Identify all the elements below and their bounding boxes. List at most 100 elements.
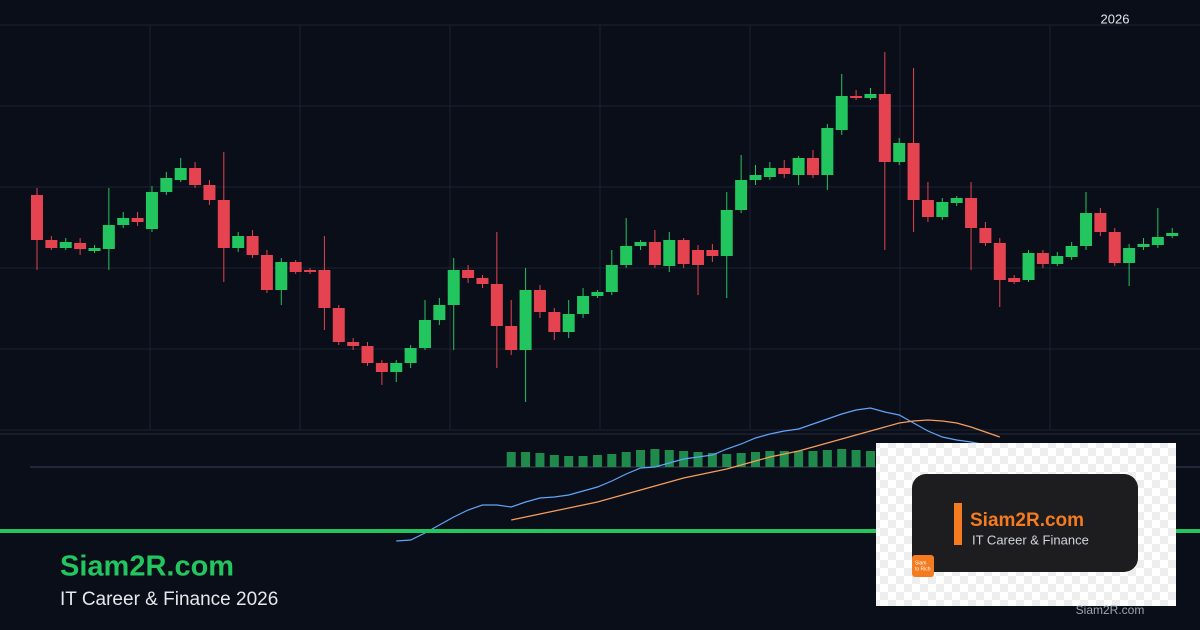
candle-body [907,143,920,200]
candle-body [548,312,561,332]
candle-body [850,96,863,98]
histogram-bar [636,450,646,467]
candle-body [950,198,963,203]
histogram-bar [736,453,746,467]
candle-body [361,346,374,363]
watermark: Siam2R.com [1076,603,1145,617]
candle-body [1051,256,1064,264]
candle-body [174,168,187,180]
histogram-bar [808,451,818,467]
candle-body [692,250,705,265]
candle-body [74,243,87,249]
candle-body [117,218,130,225]
candle-body [318,270,331,308]
histogram-bar [693,452,703,467]
candle-body [936,202,949,217]
histogram-bar [506,452,516,467]
candle-body [979,228,992,243]
candle-body [1008,278,1021,282]
candle-body [533,290,546,312]
candle-body [145,192,158,229]
green-band [0,529,1200,533]
candle-body [620,246,633,265]
plot [0,24,1200,542]
overlay: Siam2R.com IT Career & Finance Siam to R… [876,443,1176,617]
candle-body [677,240,690,264]
candle-body [1137,244,1150,247]
candle-body [706,250,719,256]
histogram-bar [865,451,875,467]
candle-body [232,236,245,248]
histogram-bar [549,455,559,467]
candle-body [375,363,388,372]
candle-body [88,248,101,251]
histogram-bar [779,451,789,467]
candle-body [1036,253,1049,264]
candle-body [778,168,791,174]
histogram-bar [664,450,674,467]
candle-body [806,158,819,175]
candle-body [490,284,503,326]
candle-body [390,363,403,372]
candle-body [45,240,58,248]
candle-body [1123,248,1136,263]
candle-body [160,178,173,192]
year-label: 2026 [1101,11,1130,26]
candle-body [447,270,460,305]
macd-line [511,419,1000,521]
footer-title: Siam2R.com [60,551,234,583]
candle-body [577,296,590,314]
overlay-title: Siam2R.com [970,510,1084,531]
logo-text: to Rich [915,566,931,572]
candle-body [203,185,216,200]
histogram-bar [837,449,847,467]
vertical-grid [149,25,1051,430]
histogram-bar [765,451,775,467]
histogram-bar [535,453,545,467]
histogram-bar [650,449,660,467]
histogram-bar [794,451,804,467]
histogram-bar [707,453,717,467]
candle-body [275,262,288,290]
histogram-bar [564,456,574,467]
histogram-bar [607,454,617,467]
candle-body [835,96,848,130]
candle-body [634,242,647,246]
candle-body [59,242,72,248]
candle-body [462,270,475,278]
histogram-bar [851,450,861,467]
candle-body [1080,213,1093,246]
candle-body [347,342,360,346]
histogram-bar [722,454,732,467]
candle-body [720,210,733,256]
candle-body [893,143,906,162]
candle-body [1108,232,1121,263]
histogram-bar [592,455,602,467]
candle-body [246,236,259,255]
candle-body [591,292,604,296]
logo-text: Siam [915,560,926,566]
candle-body [1094,213,1107,232]
candle-body [821,128,834,175]
histogram-bar [822,450,832,467]
candle-body [404,348,417,363]
candle-body [102,225,115,249]
candle-body [131,218,144,222]
overlay-accent [954,503,962,545]
candle-body [965,198,978,228]
candle-body [749,175,762,180]
histogram-bar [521,452,531,467]
candle-body [648,242,661,265]
candle-body [304,270,317,272]
candle-body [921,200,934,217]
histogram-bar [578,456,588,467]
candle-body [605,265,618,292]
candle-body [519,290,532,350]
logo [912,555,934,577]
candle-body [433,305,446,320]
candle-body [562,314,575,332]
candle-body [1065,246,1078,257]
candle-body [1022,253,1035,280]
candle-body [505,326,518,350]
